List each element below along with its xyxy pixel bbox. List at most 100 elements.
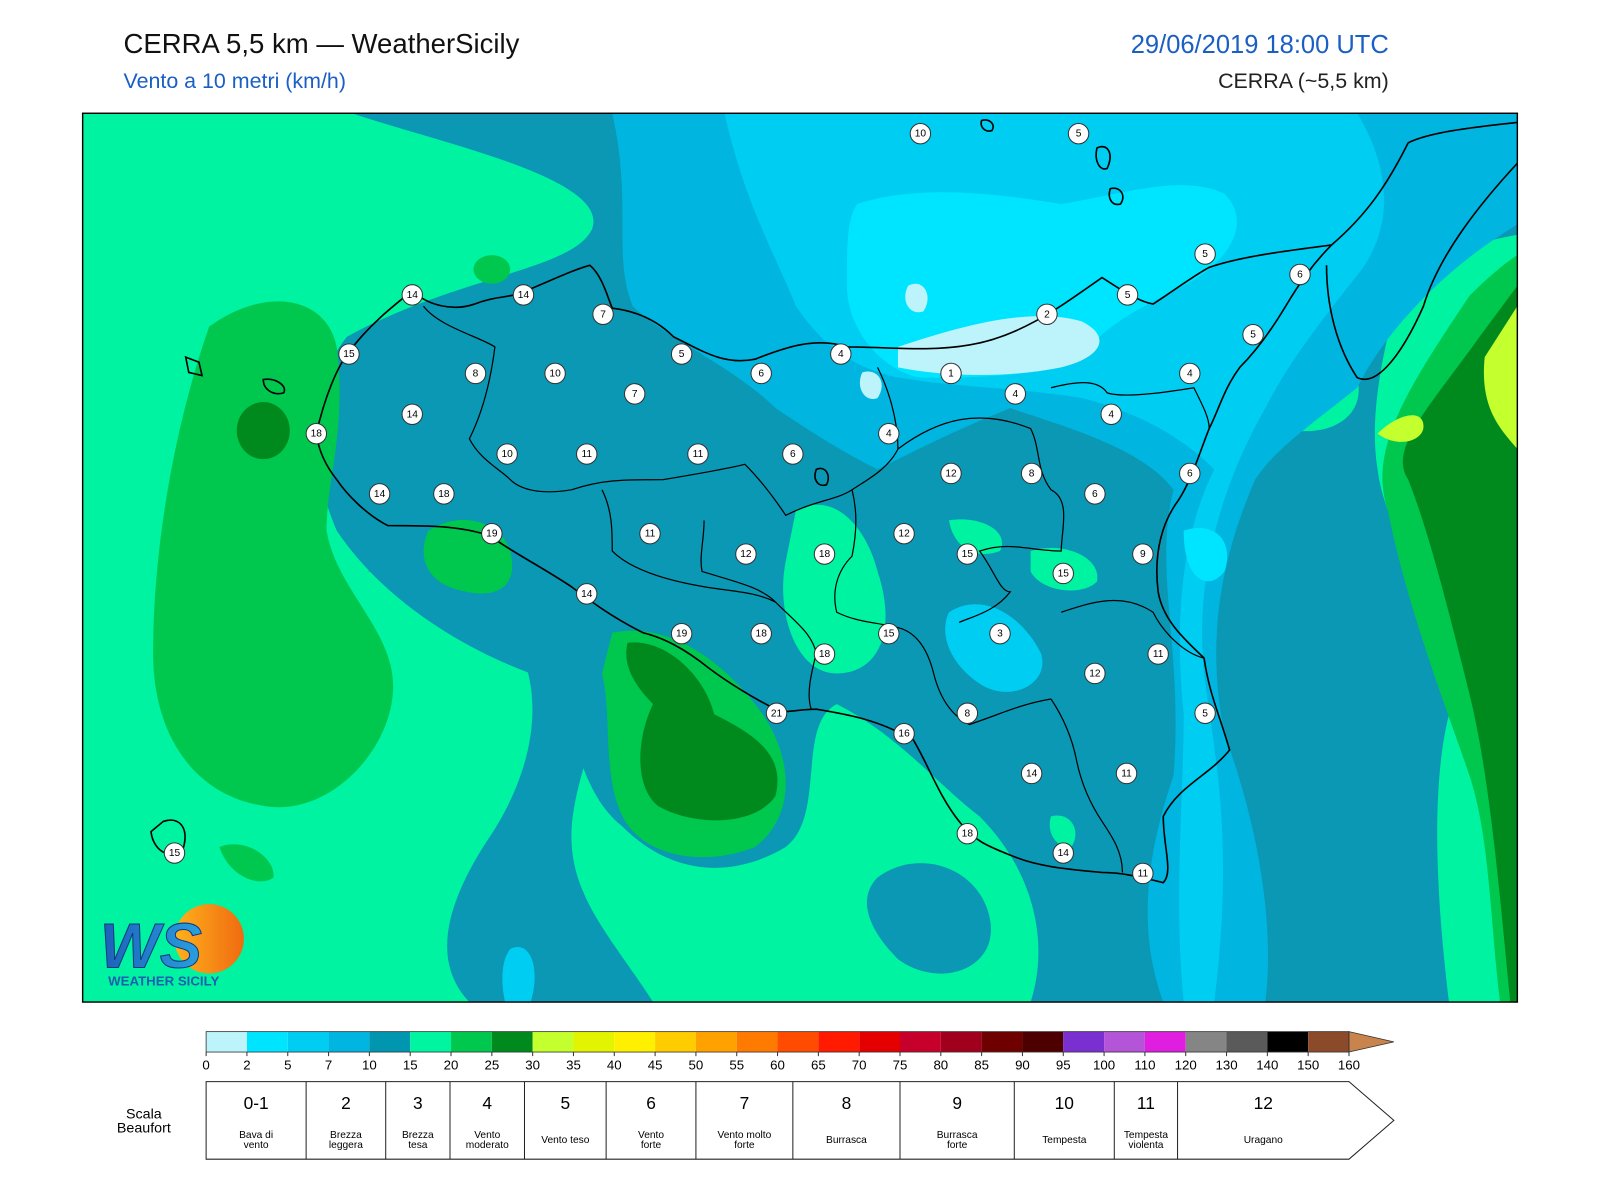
colorbar-cell bbox=[818, 1031, 860, 1053]
colorbar-cell bbox=[451, 1031, 492, 1053]
colorbar-cell bbox=[573, 1031, 615, 1053]
beaufort-name: forte bbox=[641, 1140, 662, 1151]
station-marker bbox=[1084, 483, 1106, 505]
colorbar-cell bbox=[1063, 1031, 1105, 1053]
subtitle: Vento a 10 metri (km/h) bbox=[123, 69, 345, 93]
station-marker bbox=[1132, 862, 1154, 885]
beaufort-name: vento bbox=[244, 1140, 269, 1151]
station-marker bbox=[401, 403, 423, 425]
wind-field bbox=[82, 113, 1518, 1003]
station-value: 15 bbox=[883, 629, 895, 640]
station-value: 16 bbox=[898, 729, 910, 740]
station-value: 10 bbox=[549, 368, 561, 379]
station-marker bbox=[909, 122, 932, 145]
beaufort-frame bbox=[205, 1081, 1395, 1160]
colorbar-tick-label: 65 bbox=[811, 1057, 826, 1072]
colorbar-tick-label: 10 bbox=[362, 1057, 377, 1072]
station-value: 5 bbox=[679, 349, 685, 360]
logo: WS WEATHER SICILY bbox=[99, 904, 244, 989]
beaufort-name: Vento bbox=[638, 1130, 664, 1141]
station-value: 5 bbox=[1125, 290, 1131, 301]
colorbar-cell bbox=[981, 1031, 1023, 1053]
station-value: 6 bbox=[1092, 489, 1098, 500]
station-marker bbox=[893, 722, 915, 745]
station-value: 4 bbox=[1012, 389, 1018, 400]
beaufort-name: Brezza bbox=[402, 1130, 434, 1141]
beaufort-name: Vento molto bbox=[717, 1130, 771, 1141]
station-value: 18 bbox=[311, 429, 323, 440]
beaufort-force: 4 bbox=[482, 1093, 492, 1113]
beaufort-force: 8 bbox=[842, 1093, 852, 1113]
station-marker bbox=[576, 583, 598, 605]
colorbar-cell bbox=[1226, 1031, 1268, 1053]
station-marker bbox=[956, 702, 979, 724]
colorbar-extend bbox=[1348, 1031, 1394, 1053]
station-value: 11 bbox=[645, 529, 656, 540]
station-value: 19 bbox=[486, 529, 498, 540]
station-marker bbox=[1194, 243, 1216, 265]
colorbar-tick-label: 45 bbox=[648, 1057, 663, 1072]
station-marker bbox=[401, 284, 423, 306]
station-marker bbox=[163, 842, 186, 864]
station-value: 18 bbox=[819, 649, 831, 660]
colorbar-cell bbox=[655, 1031, 696, 1053]
station-marker bbox=[512, 284, 535, 306]
beaufort-force: 0-1 bbox=[244, 1093, 269, 1113]
station-marker bbox=[940, 462, 962, 485]
colorbar-tick-label: 150 bbox=[1297, 1057, 1319, 1072]
colorbar-cell bbox=[1185, 1031, 1227, 1053]
station-value: 5 bbox=[1076, 129, 1082, 140]
station-marker bbox=[1052, 842, 1074, 864]
station-value: 14 bbox=[518, 290, 530, 301]
colorbar-cell bbox=[940, 1031, 982, 1053]
station-value: 4 bbox=[1108, 409, 1114, 420]
datetime: 29/06/2019 18:00 UTC bbox=[1131, 31, 1389, 59]
station-value: 7 bbox=[632, 389, 638, 400]
colorbar-tick-label: 60 bbox=[770, 1057, 785, 1072]
beaufort-label: Scala bbox=[126, 1106, 162, 1122]
logo-mark: WS bbox=[100, 911, 202, 981]
beaufort-force: 6 bbox=[646, 1093, 656, 1113]
station-value: 14 bbox=[407, 409, 419, 420]
colorbar-cell bbox=[614, 1031, 656, 1053]
station-marker bbox=[1004, 383, 1027, 405]
station-value: 14 bbox=[1058, 848, 1070, 859]
station-marker bbox=[1067, 122, 1090, 145]
title: CERRA 5,5 km — WeatherSicily bbox=[123, 28, 519, 59]
colorbar-cell bbox=[1104, 1031, 1145, 1053]
beaufort-name: Brezza bbox=[330, 1130, 362, 1141]
beaufort-name: moderato bbox=[466, 1140, 509, 1151]
beaufort-force: 7 bbox=[740, 1093, 750, 1113]
station-value: 12 bbox=[1089, 668, 1101, 679]
station-marker bbox=[338, 343, 360, 365]
map-frame bbox=[81, 112, 1519, 1003]
colorbar-cell bbox=[859, 1031, 900, 1053]
colorbar-tick-label: 2 bbox=[243, 1057, 250, 1072]
colorbar-tick-label: 40 bbox=[607, 1057, 622, 1072]
station-value: 8 bbox=[1029, 468, 1035, 479]
colorbar-tick-label: 5 bbox=[284, 1057, 291, 1072]
station-marker bbox=[433, 483, 455, 505]
colorbar-tick-label: 120 bbox=[1175, 1057, 1197, 1072]
station-marker bbox=[1242, 323, 1264, 346]
station-marker bbox=[1179, 362, 1201, 385]
station-marker bbox=[956, 822, 979, 845]
colorbar-cell bbox=[287, 1031, 329, 1053]
station-marker bbox=[989, 622, 1011, 645]
colorbar: 0 2 5 7 10 15 20 25 30 35 40 45 50 55 60 65 70 75 80 85 90 95… bbox=[202, 1031, 1394, 1072]
colorbar-tick-label: 95 bbox=[1056, 1057, 1071, 1072]
station-marker bbox=[592, 303, 614, 325]
station-marker bbox=[1289, 263, 1311, 286]
station-value: 8 bbox=[473, 368, 479, 379]
station-marker bbox=[687, 443, 709, 465]
colorbar-tick-label: 35 bbox=[566, 1057, 581, 1072]
model-label: CERRA (~5,5 km) bbox=[1218, 69, 1389, 93]
station-marker bbox=[1052, 562, 1074, 585]
station-value: 5 bbox=[1250, 330, 1256, 341]
beaufort-name: Bava di bbox=[239, 1130, 273, 1141]
colorbar-tick-label: 90 bbox=[1015, 1057, 1030, 1072]
station-marker bbox=[765, 702, 788, 724]
